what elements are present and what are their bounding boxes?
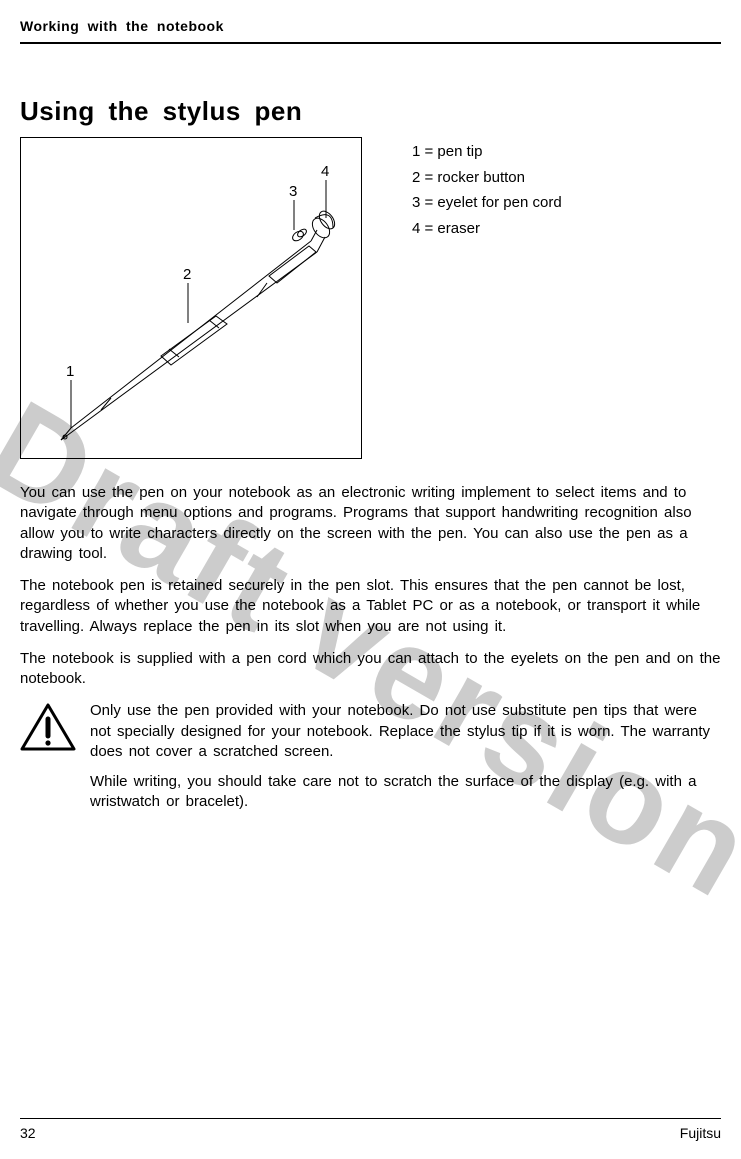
paragraph-1: You can use the pen on your notebook as … bbox=[20, 483, 721, 564]
legend-item-1: 1 = pen tip bbox=[412, 139, 562, 165]
callout-4: 4 bbox=[321, 163, 329, 180]
stylus-diagram: 1 2 3 4 bbox=[20, 137, 362, 459]
section-title: Using the stylus pen bbox=[20, 96, 721, 127]
callout-2: 2 bbox=[183, 266, 191, 283]
footer: 32 Fujitsu bbox=[20, 1118, 721, 1141]
callout-1: 1 bbox=[66, 363, 74, 380]
paragraph-3: The notebook is supplied with a pen cord… bbox=[20, 649, 721, 690]
callout-3: 3 bbox=[289, 183, 297, 200]
legend: 1 = pen tip 2 = rocker button 3 = eyelet… bbox=[362, 137, 562, 241]
figure-row: 1 2 3 4 bbox=[20, 137, 721, 459]
paragraph-2: The notebook pen is retained securely in… bbox=[20, 576, 721, 637]
legend-item-4: 4 = eraser bbox=[412, 216, 562, 242]
legend-item-3: 3 = eyelet for pen cord bbox=[412, 190, 562, 216]
warning-block: Only use the pen provided with your note… bbox=[20, 701, 721, 822]
running-head: Working with the notebook bbox=[20, 18, 721, 44]
brand-name: Fujitsu bbox=[680, 1125, 721, 1141]
content-layer: Working with the notebook Using the styl… bbox=[20, 18, 721, 823]
body-text: You can use the pen on your notebook as … bbox=[20, 483, 721, 689]
page: Draft version Working with the notebook … bbox=[0, 0, 741, 1159]
page-number: 32 bbox=[20, 1125, 36, 1141]
warning-icon bbox=[20, 701, 80, 758]
stylus-svg bbox=[21, 138, 361, 458]
warning-text: Only use the pen provided with your note… bbox=[80, 701, 721, 822]
warning-paragraph-1: Only use the pen provided with your note… bbox=[90, 701, 721, 762]
legend-item-2: 2 = rocker button bbox=[412, 165, 562, 191]
warning-paragraph-2: While writing, you should take care not … bbox=[90, 772, 721, 813]
